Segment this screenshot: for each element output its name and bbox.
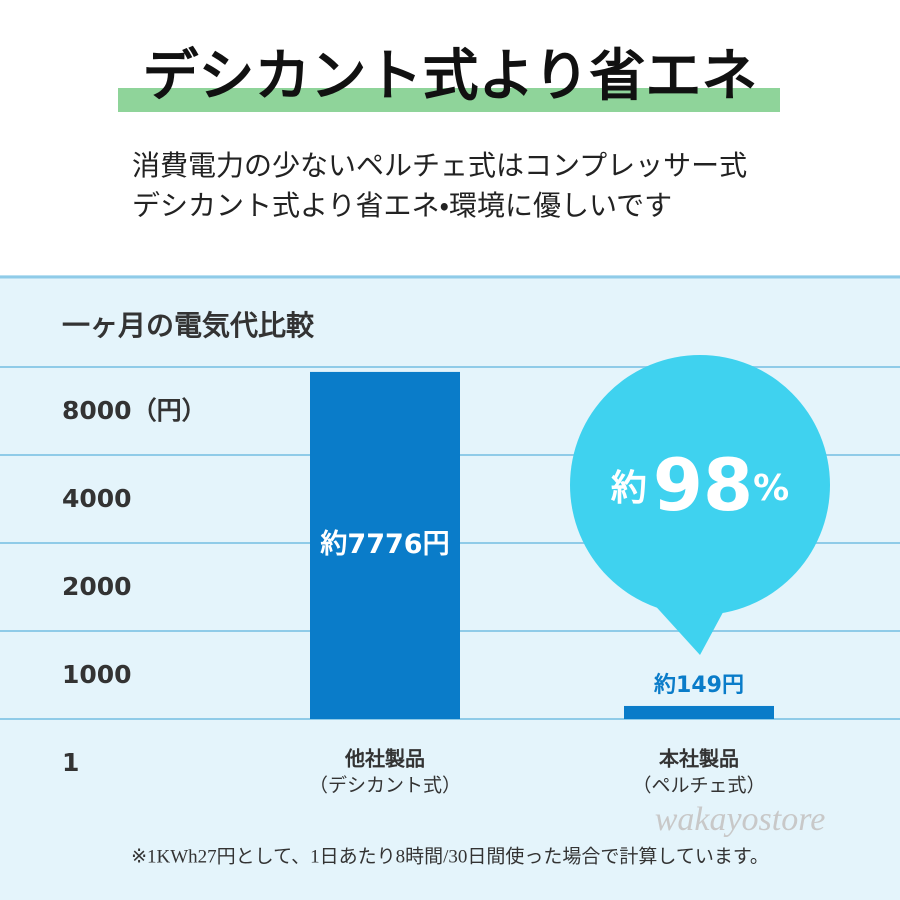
callout-text: 約98%	[611, 443, 789, 527]
title-highlight	[118, 88, 780, 112]
value-label: 約7776円	[319, 529, 449, 560]
bar	[310, 371, 460, 719]
y-tick-label: 8000（円）	[62, 396, 207, 425]
callout-prefix: 約	[611, 468, 647, 509]
x-tick-note: （ペルチェ式）	[632, 775, 765, 797]
callout-number: 98	[653, 443, 753, 527]
y-tick-label: 1	[62, 748, 79, 777]
chart-title: 一ヶ月の電気代比較	[62, 309, 315, 342]
value-label: 約149円	[653, 672, 744, 698]
page-title: デシカント式より省エネ	[143, 44, 758, 109]
x-tick-note: （デシカント式）	[309, 775, 461, 797]
subtitle: デシカント式より省エネ・環境に優しいです	[132, 189, 672, 222]
footnote: ※1KWh27円として、1日あたり8時間/30日間使った場合で計算しています。	[131, 845, 769, 867]
y-tick-label: 4000	[62, 484, 132, 513]
grid: 8000（円） 4000 2000 1000 1	[0, 366, 900, 777]
callout: 約98%	[570, 355, 830, 655]
bar	[624, 705, 774, 719]
y-tick-label: 2000	[62, 572, 132, 601]
watermark: wakayostore	[655, 801, 826, 838]
subtitle: 消費電力の少ないペルチェ式はコンプレッサー式	[132, 149, 747, 182]
callout-bubble	[570, 355, 830, 615]
y-tick-label: 1000	[62, 660, 132, 689]
callout-suffix: %	[753, 468, 789, 509]
x-tick-label: 本社製品	[658, 747, 739, 771]
x-tick-label: 他社製品	[344, 747, 425, 771]
